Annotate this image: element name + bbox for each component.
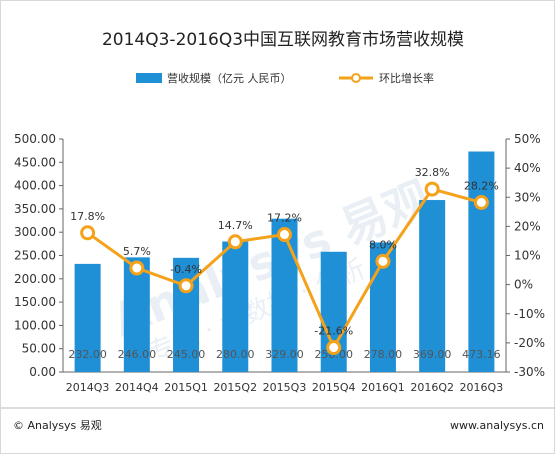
line-value-label: 28.2% xyxy=(464,179,499,192)
legend-label-bar: 营收规模（亿元 人民币） xyxy=(167,71,292,85)
line-point xyxy=(375,253,391,269)
legend-label-line: 环比增长率 xyxy=(379,71,434,85)
y-left-tick-label: 300.00 xyxy=(14,225,56,239)
x-tick-label: 2016Q2 xyxy=(410,381,454,394)
y-right-tick-label: 20% xyxy=(514,219,541,233)
line-point xyxy=(277,227,292,243)
bar-value-label: 473.16 xyxy=(462,348,501,361)
axes: 0.00 50.00 100.00 150.00 200.00 250.00 300.00 3… xyxy=(14,132,545,379)
y-left-tick-label: 0.00 xyxy=(29,365,56,379)
y-left-tick-label: 350.00 xyxy=(14,202,56,216)
bar xyxy=(419,200,446,372)
y-right-tick-label: -30% xyxy=(514,365,545,379)
line-value-label: 8.0% xyxy=(369,238,397,251)
line-point xyxy=(129,260,145,276)
line-value-labels: 17.8% 5.7% -0.4% 14.7% 17.2% -21.6% 8.0% 32.8% 2… xyxy=(70,166,499,337)
line-point xyxy=(326,340,342,356)
line-point xyxy=(473,194,489,210)
x-tick-label: 2016Q1 xyxy=(361,381,405,394)
bar xyxy=(222,241,249,372)
y-right-tick-label: 50% xyxy=(514,132,541,146)
line-value-label: 14.7% xyxy=(218,219,253,232)
y-right-tick-label: -20% xyxy=(514,336,545,350)
bar-value-labels: 232.00246.00245.00280.00329.00258.00278.… xyxy=(68,348,500,361)
bar-value-label: 232.00 xyxy=(68,348,107,361)
legend: 营收规模（亿元 人民币） 环比增长率 xyxy=(136,71,434,85)
y-right-tick-label: -10% xyxy=(514,307,545,321)
line-point xyxy=(424,181,440,197)
x-tick-label: 2016Q3 xyxy=(460,381,504,394)
y-left-tick-label: 100.00 xyxy=(14,318,56,332)
line-value-label: 5.7% xyxy=(123,245,151,258)
x-tick-label: 2015Q3 xyxy=(263,381,307,394)
x-tick-label: 2015Q1 xyxy=(164,381,208,394)
bar-value-label: 280.00 xyxy=(216,348,255,361)
legend-swatch-bar xyxy=(136,73,162,83)
footer-url: www.analysys.cn xyxy=(450,419,544,432)
y-left-tick-label: 150.00 xyxy=(14,295,56,309)
y-right-tick-label: 30% xyxy=(514,190,541,204)
x-tick-label: 2015Q2 xyxy=(213,381,257,394)
bar-value-label: 278.00 xyxy=(364,348,403,361)
x-tick-label: 2014Q4 xyxy=(115,381,159,394)
x-tick-label: 2015Q4 xyxy=(312,381,356,394)
bar-series xyxy=(74,151,495,372)
bar-value-label: 369.00 xyxy=(413,348,452,361)
line-value-label: -21.6% xyxy=(314,325,353,338)
line-series xyxy=(80,181,489,356)
line-value-label: -0.4% xyxy=(170,263,202,276)
y-left-tick-label: 200.00 xyxy=(14,272,56,286)
y-right-tick-label: 10% xyxy=(514,249,541,263)
y-left-tick-label: 50.00 xyxy=(22,342,56,356)
bar xyxy=(123,257,150,372)
bar-value-label: 329.00 xyxy=(265,348,304,361)
y-left-tick-label: 250.00 xyxy=(14,249,56,263)
line-value-label: 17.2% xyxy=(267,212,302,225)
line-point xyxy=(80,225,96,241)
y-right-tick-label: 40% xyxy=(514,161,541,175)
x-axis-ticks: 2014Q3 2014Q4 2015Q1 2015Q2 2015Q3 2015Q4 2016… xyxy=(66,381,503,394)
bar-value-label: 246.00 xyxy=(118,348,157,361)
chart-title: 2014Q3-2016Q3中国互联网教育市场营收规模 xyxy=(102,30,464,50)
y-left-tick-label: 400.00 xyxy=(14,179,56,193)
bar-value-label: 245.00 xyxy=(167,348,206,361)
bar xyxy=(271,218,298,372)
bar xyxy=(74,263,101,372)
bar xyxy=(468,151,495,372)
y-right-tick-label: 0% xyxy=(514,278,533,292)
line-point xyxy=(227,234,243,250)
x-tick-label: 2014Q3 xyxy=(66,381,110,394)
y-left-tick-label: 450.00 xyxy=(14,155,56,169)
footer-copyright: © Analysys 易观 xyxy=(13,419,102,432)
line-value-label: 32.8% xyxy=(415,166,450,179)
y-left-tick-label: 500.00 xyxy=(14,132,56,146)
line-point xyxy=(178,278,194,294)
line-value-label: 17.8% xyxy=(70,210,105,223)
legend-swatch-marker xyxy=(351,73,361,83)
